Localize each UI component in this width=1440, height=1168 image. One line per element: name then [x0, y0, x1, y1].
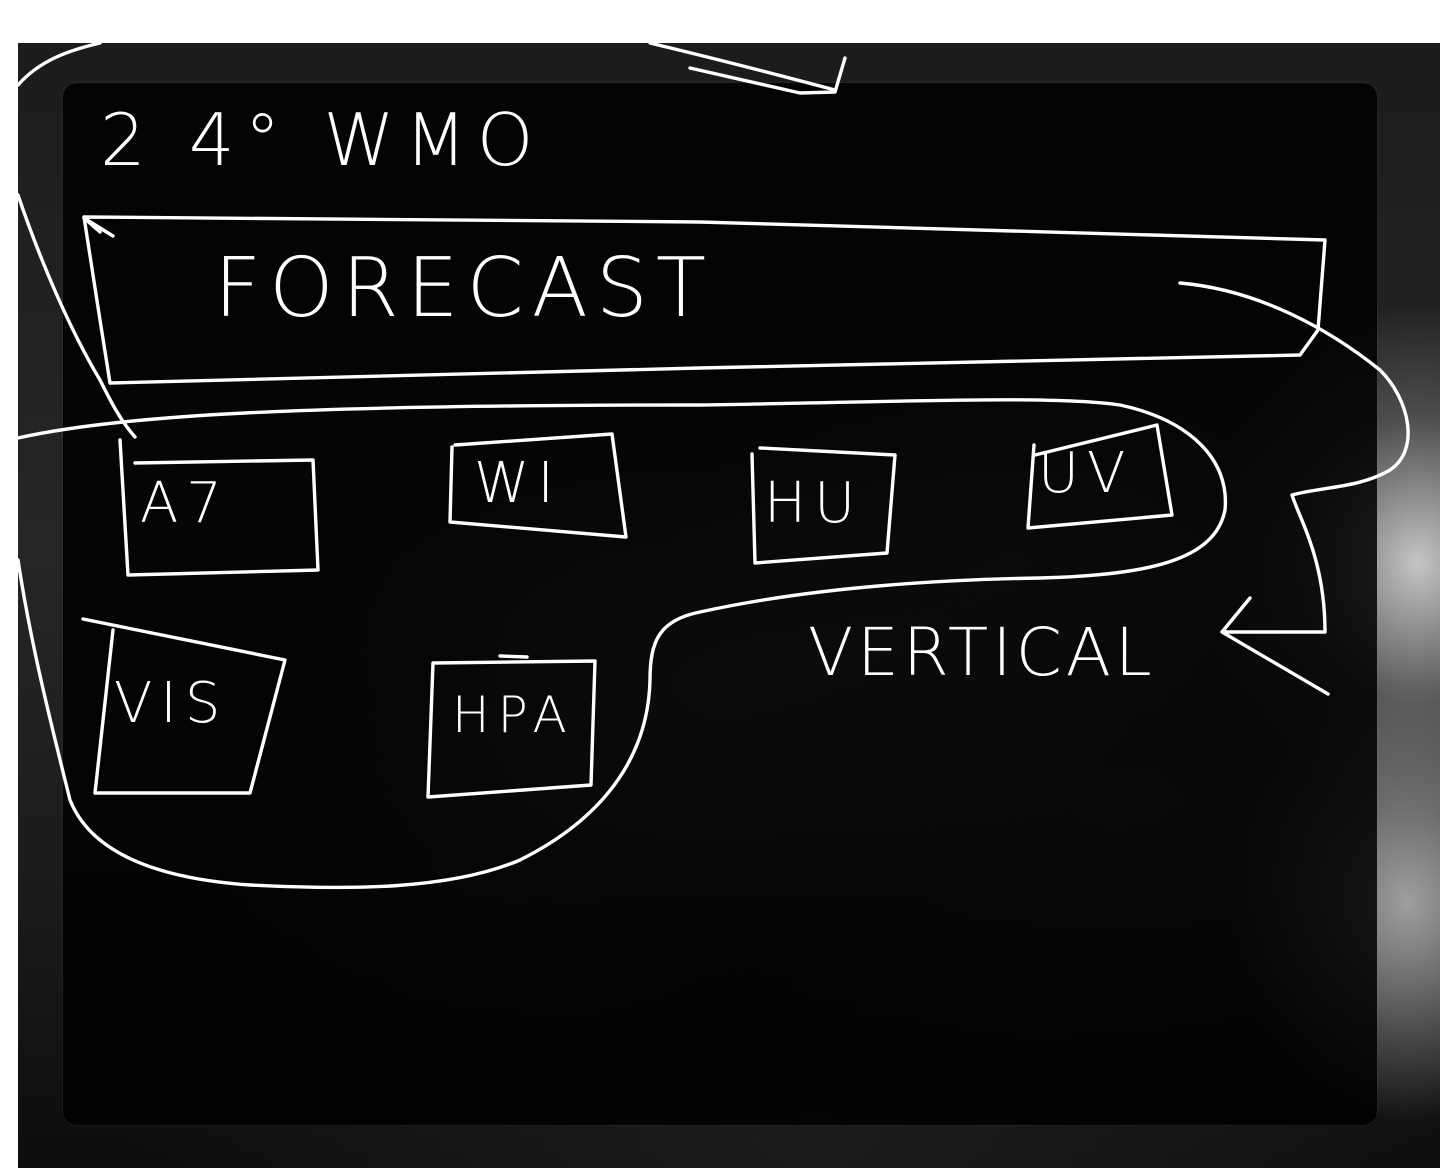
title-outer-loop-stroke	[16, 193, 137, 439]
tile-box-hpa	[426, 654, 597, 799]
dark-panel	[63, 83, 1377, 1125]
tile-box-hu	[750, 446, 897, 565]
tile-label-vis: VIS	[114, 671, 229, 736]
header-arrow-stroke	[82, 216, 115, 238]
tile-label-hpa: HPA	[452, 686, 575, 744]
tile-box-uv	[1026, 423, 1174, 530]
tile-box-wi	[448, 432, 628, 539]
vertical-arrow-loop	[1178, 281, 1410, 696]
top-left-loop-stroke	[16, 41, 102, 87]
tile-box-vis	[81, 617, 287, 795]
top-loop-stroke	[648, 41, 847, 95]
group-outline	[16, 398, 1228, 890]
tile-label-hu: HU	[764, 471, 864, 536]
tile-box-af	[118, 438, 320, 577]
vertical-annotation: VERTICAL	[808, 614, 1156, 691]
tile-label-wi: WI	[474, 451, 562, 516]
tile-label-af: A7	[140, 471, 230, 536]
page-title: 2 4° WMO	[100, 98, 544, 182]
forecast-header-label: FORECAST	[214, 241, 714, 336]
forecast-box	[82, 215, 1327, 385]
tile-label-uv: UV	[1038, 441, 1134, 506]
